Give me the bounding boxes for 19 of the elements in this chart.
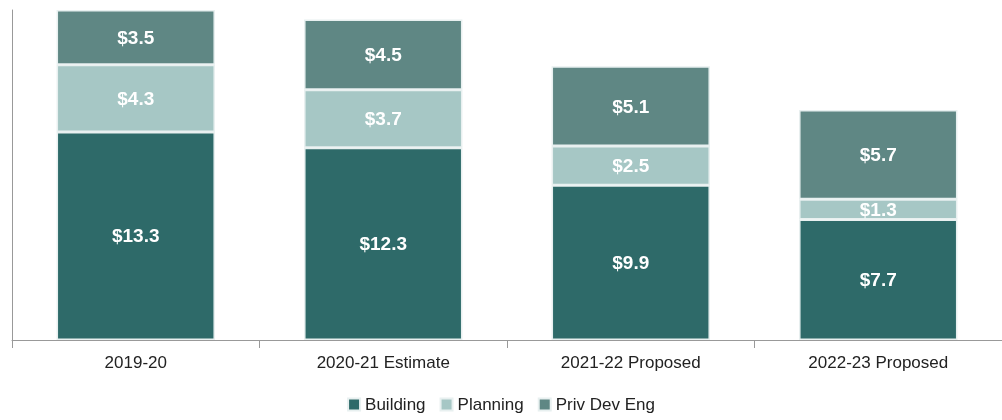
- data-label: $13.3: [111, 225, 160, 247]
- data-label: $1.3: [859, 198, 897, 220]
- data-label: $7.7: [859, 269, 897, 291]
- legend-label: Priv Dev Eng: [555, 395, 655, 414]
- data-label: $12.3: [359, 233, 408, 255]
- data-label: $4.5: [364, 44, 403, 66]
- data-label: $3.5: [117, 26, 155, 48]
- data-label: $4.3: [117, 87, 155, 109]
- x-tick-label: 2022-23 Proposed: [808, 353, 949, 372]
- x-tick-label: 2021-22 Proposed: [560, 353, 701, 372]
- data-label: $5.1: [612, 95, 650, 117]
- x-tick-label: 2020-21 Estimate: [316, 353, 450, 372]
- data-label: $3.7: [364, 108, 402, 130]
- data-label: $2.5: [612, 155, 650, 177]
- data-label: $5.7: [859, 144, 897, 166]
- x-tick-label: 2019-20: [104, 353, 167, 372]
- legend-label: Planning: [457, 395, 524, 414]
- data-label: $9.9: [612, 252, 650, 274]
- legend-label: Building: [365, 395, 426, 414]
